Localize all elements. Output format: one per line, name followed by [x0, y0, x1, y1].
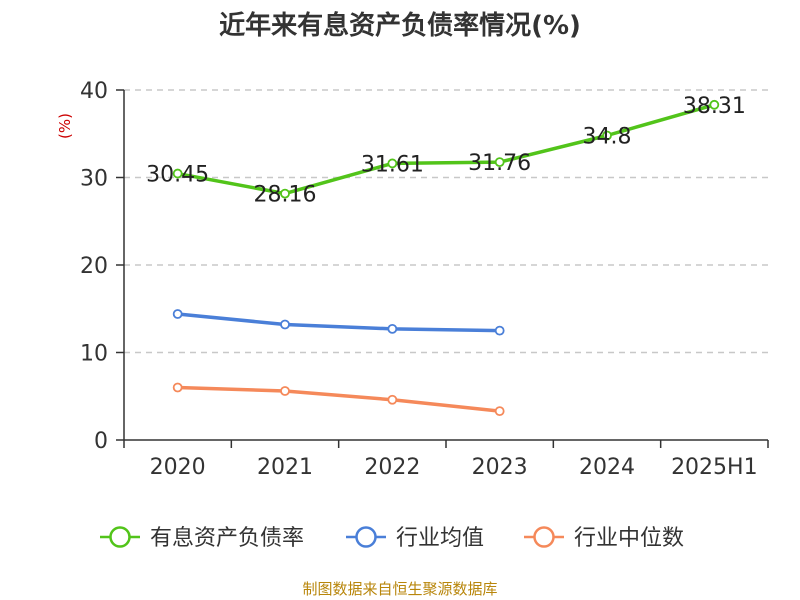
data-point — [280, 386, 290, 396]
series-line-1 — [177, 103, 715, 196]
gridlines — [124, 89, 768, 354]
data-label: 28.16 — [254, 183, 317, 208]
data-label: 38.31 — [683, 94, 746, 119]
data-point — [494, 157, 505, 168]
y-tick-label: 20 — [80, 254, 108, 279]
data-point — [494, 325, 505, 336]
y-axis-unit-label: (%) — [56, 113, 74, 139]
legend-marker — [109, 526, 131, 548]
data-point — [387, 158, 398, 169]
data-point — [387, 394, 398, 405]
legend-marker — [533, 526, 555, 548]
x-tick-label: 2024 — [579, 455, 635, 480]
y-tick-label: 0 — [94, 429, 108, 454]
legend-item-1[interactable]: 有息资产负债率 — [100, 526, 304, 551]
data-point — [280, 188, 290, 199]
legend-label: 有息资产负债率 — [150, 526, 304, 551]
source-note: 制图数据来自恒生聚源数据库 — [302, 580, 497, 598]
chart-title: 近年来有息资产负债率情况(%) — [219, 10, 581, 41]
data-point — [172, 382, 183, 393]
data-point — [172, 309, 183, 319]
data-label: 34.8 — [583, 125, 632, 150]
x-tick-label: 2021 — [257, 455, 313, 480]
y-tick-label: 40 — [80, 79, 108, 104]
series-line-3 — [177, 385, 500, 413]
legend[interactable]: 有息资产负债率 行业均值 行业中位数 — [100, 526, 684, 551]
data-labels: 30.45 28.16 31.61 31.76 34.8 38.31 — [146, 94, 746, 208]
data-label: 31.61 — [361, 152, 424, 177]
data-point — [494, 406, 505, 417]
x-tick-label: 2023 — [472, 455, 528, 480]
legend-item-3[interactable]: 行业中位数 — [524, 526, 684, 551]
data-point — [387, 323, 398, 334]
legend-label: 行业均值 — [396, 526, 484, 551]
x-tick-label: 2020 — [150, 455, 206, 480]
data-point — [709, 99, 720, 110]
data-point — [602, 130, 612, 141]
data-point — [172, 168, 183, 179]
axes: 0 10 20 30 40 2020 2021 2022 2023 2024 2025H1 — [80, 79, 769, 480]
data-label: 31.76 — [468, 151, 531, 176]
y-tick-label: 30 — [80, 167, 108, 192]
legend-label: 行业中位数 — [574, 526, 684, 551]
series-line-2 — [177, 312, 500, 333]
data-point — [280, 319, 290, 330]
y-tick-label: 10 — [80, 342, 108, 367]
legend-marker — [355, 526, 377, 548]
legend-item-2[interactable]: 行业均值 — [346, 526, 484, 551]
series-group — [172, 99, 720, 417]
x-tick-label: 2025H1 — [671, 455, 758, 480]
data-label: 30.45 — [146, 163, 209, 188]
x-tick-label: 2022 — [364, 455, 420, 480]
